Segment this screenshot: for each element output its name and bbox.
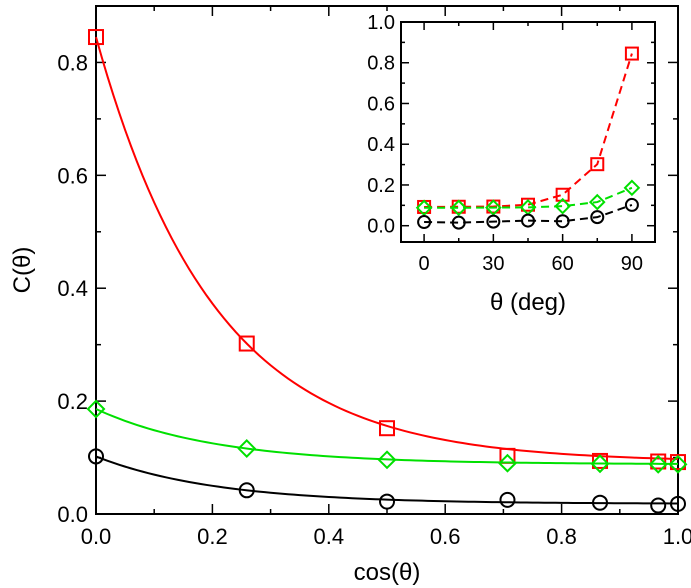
- main-series-square-point: [592, 452, 609, 469]
- main-series-circle-point: [499, 491, 516, 508]
- inset-series-square-point: [590, 157, 605, 172]
- inset-y-tick-label: 1.0: [367, 12, 395, 34]
- main-x-axis-title: cos(θ): [354, 559, 421, 586]
- inset-y-tick-label: 0.2: [367, 175, 395, 197]
- inset-x-tick-label: 90: [621, 253, 643, 275]
- main-series-diamond-point: [498, 453, 517, 473]
- main-series-diamond-point: [590, 454, 610, 474]
- inset-series-circle-point: [590, 210, 605, 225]
- main-y-axis-title: C(θ): [9, 247, 36, 294]
- inset-series-diamond-line: [424, 186, 633, 209]
- main-y-tick-label: 0.4: [57, 276, 88, 301]
- main-series-circle-point: [88, 448, 104, 465]
- main-series-diamond-point: [668, 454, 688, 474]
- inset-series-square-point: [555, 187, 570, 202]
- main-series-diamond-fit-line: [95, 408, 679, 465]
- main-y-tick-label: 0.2: [57, 389, 88, 414]
- main-series-circle-point: [238, 482, 255, 499]
- main-series-circle-fit-line: [95, 455, 679, 505]
- inset-series-circle-point: [451, 215, 466, 230]
- main-series-square-point: [379, 420, 395, 437]
- inset-series-diamond-point: [415, 199, 433, 217]
- inset-series-diamond-point: [554, 197, 571, 215]
- main-y-tick-label: 0.6: [57, 163, 88, 188]
- main-series-circle-point: [670, 495, 686, 512]
- inset-x-tick-label: 30: [482, 253, 504, 275]
- inset-y-tick-label: 0.6: [367, 93, 395, 115]
- main-series-square-point: [650, 453, 667, 470]
- main-x-tick-label: 0.8: [546, 524, 577, 549]
- inset-series-circle-point: [624, 197, 639, 212]
- inset-series-diamond-point: [623, 179, 641, 197]
- inset-series-diamond-point: [485, 199, 502, 216]
- main-series-square-fit-line: [95, 36, 679, 460]
- inset-plot-frame: [400, 21, 656, 243]
- inset-series-circle-line: [424, 203, 633, 224]
- main-y-tick-label: 0.8: [57, 50, 88, 75]
- inset-x-tick-label: 0: [419, 253, 430, 275]
- main-series-diamond-point: [648, 454, 668, 474]
- inset-x-axis-title: θ (deg): [490, 289, 566, 316]
- inset-y-tick-label: 0.8: [367, 53, 395, 75]
- inset-y-tick-label: 0.4: [367, 134, 395, 156]
- inset-y-tick-label: 0.0: [367, 216, 395, 238]
- main-series-circle-point: [650, 497, 667, 514]
- main-x-tick-label: 0.4: [314, 524, 345, 549]
- inset-x-tick-label: 60: [552, 253, 574, 275]
- inset-series-square-point: [624, 46, 639, 61]
- inset-plot-panel: 0 30 60 90 0.0 0.2 0.4 0.6 0.8 1.0: [367, 12, 656, 275]
- main-x-tick-label: 0.6: [430, 524, 461, 549]
- inset-series-circle-point: [521, 213, 535, 228]
- inset-series-circle-point: [555, 214, 570, 229]
- main-series-diamond-point: [377, 450, 397, 470]
- main-series-square-point: [238, 335, 255, 352]
- main-series-diamond-point: [86, 399, 106, 419]
- main-series-diamond-point: [237, 439, 257, 458]
- main-series-circle-point: [592, 494, 609, 511]
- main-x-tick-label: 1.0: [663, 524, 691, 549]
- main-y-tick-label: 0.0: [57, 502, 88, 527]
- main-x-tick-label: 0.0: [81, 524, 112, 549]
- main-x-tick-label: 0.2: [197, 524, 228, 549]
- main-plot-panel: 0.0 0.2 0.4 0.6 0.8 1.0 0.0 0.2 0.4 0.6 0.8: [57, 5, 691, 549]
- inset-series-diamond-point: [450, 199, 468, 217]
- inset-series-square-line: [424, 53, 633, 208]
- inset-series-square-point: [521, 197, 535, 212]
- main-series-circle-point: [379, 493, 395, 510]
- inset-series-circle-point: [417, 215, 432, 230]
- inset-series-diamond-point: [588, 193, 606, 211]
- inset-series-circle-point: [486, 214, 501, 229]
- main-series-square-point: [88, 29, 104, 46]
